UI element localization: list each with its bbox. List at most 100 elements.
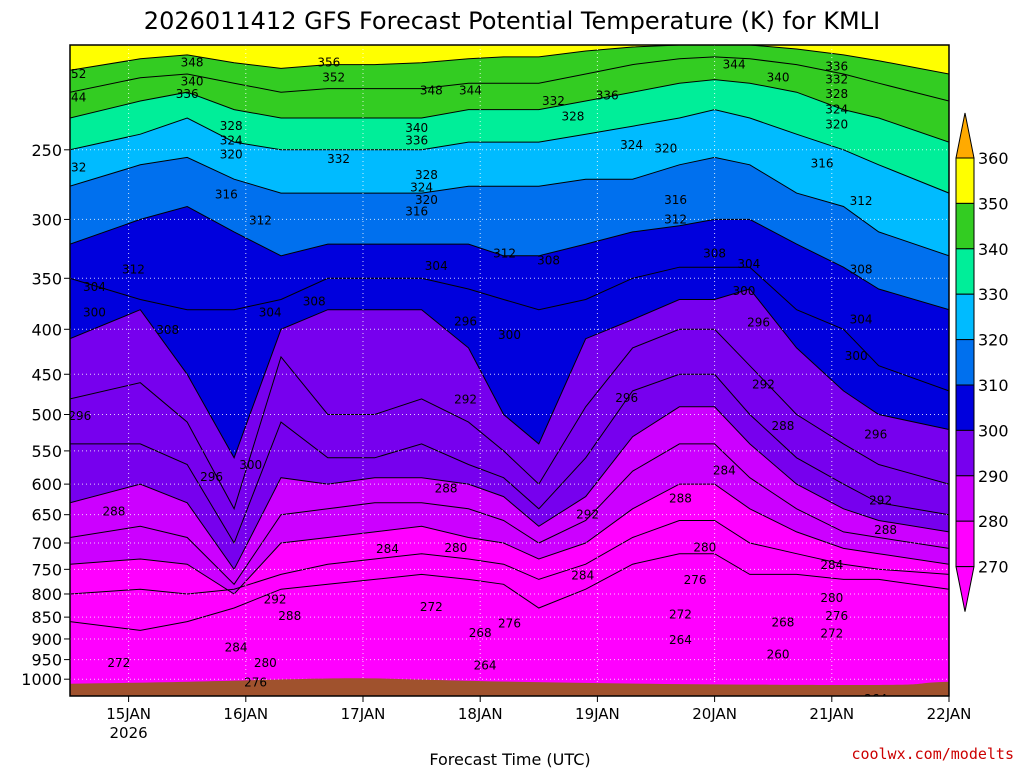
y-axis: 250 300 350 400 450 500 550 600 650 700 750 800 850 9… <box>21 141 70 689</box>
contour-label: 332 <box>63 161 86 175</box>
isentrope-288 <box>70 406 949 571</box>
y-tick-label: 250 <box>31 141 62 160</box>
y-tick-label: 400 <box>31 320 62 339</box>
isentrope-296 <box>70 328 949 511</box>
contour-label: 332 <box>825 73 848 87</box>
x-tick-label: 17JAN <box>341 705 386 723</box>
colorbar-swatch <box>955 202 975 250</box>
chart-title: 2026011412 GFS Forecast Potential Temper… <box>144 7 880 35</box>
contour-label: 312 <box>122 262 145 276</box>
contour-label: 324 <box>410 181 433 195</box>
x-tick-label: 21JAN <box>809 705 854 723</box>
y-tick-label: 350 <box>31 269 62 288</box>
contour-label: 308 <box>703 246 726 260</box>
isentrope-328 <box>70 109 949 194</box>
contour-label: 296 <box>68 409 91 423</box>
y-tick-label: 800 <box>31 585 62 604</box>
contour-label: 308 <box>537 253 560 267</box>
contour-label: 336 <box>825 59 848 73</box>
contour-label: 264 <box>864 692 887 706</box>
contour-label: 308 <box>850 262 873 276</box>
contour-label: 288 <box>102 505 125 519</box>
contour-label: 280 <box>444 541 467 555</box>
contour-label: 300 <box>732 284 755 298</box>
y-tick-label: 650 <box>31 506 62 525</box>
colorbar-label: 320 <box>978 331 1009 350</box>
isentrope-352 <box>70 45 949 75</box>
contour-label: 340 <box>405 121 428 135</box>
isentrope-300 <box>70 288 949 459</box>
colorbar-swatch <box>955 112 975 159</box>
contour-label: 340 <box>767 71 790 85</box>
contour-label: 300 <box>83 306 106 320</box>
contour-label: 312 <box>850 194 873 208</box>
contour-label: 272 <box>107 656 130 670</box>
isentrope-304 <box>70 266 949 392</box>
contour-label: 312 <box>493 246 516 260</box>
contour-label: 300 <box>845 349 868 363</box>
isentrope-336 <box>70 79 949 143</box>
y-tick-label: 550 <box>31 442 62 461</box>
colorbar-label: 300 <box>978 421 1009 440</box>
isentrope-272 <box>70 553 949 631</box>
contour-label: 304 <box>425 259 448 273</box>
contour-label: 296 <box>454 315 477 329</box>
contour-label: 316 <box>215 187 238 201</box>
x-tick-label: 16JAN <box>223 705 268 723</box>
y-tick-label: 850 <box>31 608 62 627</box>
contour-label: 296 <box>864 428 887 442</box>
contour-label: 276 <box>498 616 521 630</box>
x-tick-label: 15JAN <box>106 705 151 723</box>
x-tick-label: 22JAN <box>927 705 972 723</box>
contour-label: 304 <box>737 257 760 271</box>
contour-label: 264 <box>669 633 692 647</box>
isentrope-344 <box>70 56 949 102</box>
contour-label: 296 <box>615 391 638 405</box>
colorbar-swatch <box>955 293 975 341</box>
contour-label: 288 <box>278 609 301 623</box>
contour-label: 288 <box>772 419 795 433</box>
plot-frame <box>69 44 950 697</box>
colorbar-swatch <box>955 475 975 522</box>
colorbar: 270 280 290 300 310 320 330 340 350 360 <box>955 112 1009 612</box>
contour-label: 348 <box>420 83 443 97</box>
colorbar-swatch <box>955 157 975 204</box>
contour-label: 328 <box>415 168 438 182</box>
colorbar-label: 340 <box>978 240 1009 259</box>
colorbar-label: 350 <box>978 194 1009 213</box>
x-axis-label: Forecast Time (UTC) <box>429 750 590 768</box>
colorbar-swatch <box>955 248 975 295</box>
contour-label: 296 <box>747 316 770 330</box>
contour-label: 336 <box>596 89 619 103</box>
isentrope-lines <box>70 45 949 631</box>
contour-label: 304 <box>83 280 106 294</box>
contour-label: 284 <box>225 640 248 654</box>
colorbar-label: 270 <box>978 558 1009 577</box>
contour-label: 344 <box>459 83 482 97</box>
contour-label: 284 <box>376 542 399 556</box>
x-tick-sublabel: 2026 <box>110 724 148 742</box>
contour-label: 308 <box>156 323 179 337</box>
contour-label: 272 <box>420 600 443 614</box>
x-tick-label: 18JAN <box>458 705 503 723</box>
y-tick-label: 900 <box>31 630 62 649</box>
contour-label: 280 <box>693 540 716 554</box>
contour-label: 284 <box>571 568 594 582</box>
colorbar-swatch <box>955 429 975 477</box>
contour-label: 292 <box>576 508 599 522</box>
contour-label: 320 <box>825 118 848 132</box>
ground-surface <box>70 678 949 696</box>
contour-label: 264 <box>474 659 497 673</box>
y-tick-label: 450 <box>31 365 62 384</box>
contour-label: 260 <box>767 648 790 662</box>
contour-label: 316 <box>405 205 428 219</box>
theta-fills <box>70 45 949 696</box>
isentrope-280 <box>70 483 949 595</box>
contour-label: 344 <box>63 90 86 104</box>
contour-label: 320 <box>220 147 243 161</box>
contour-label: 272 <box>820 626 843 640</box>
fill-band-352 <box>70 45 949 74</box>
